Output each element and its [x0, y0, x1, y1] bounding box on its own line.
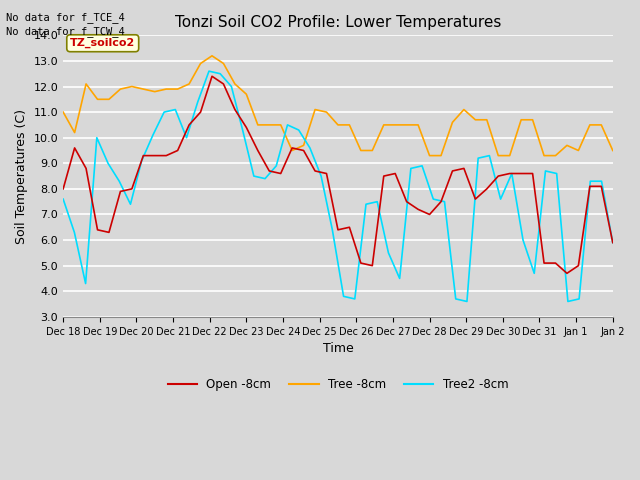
Text: No data for f_TCW_4: No data for f_TCW_4 — [6, 26, 125, 37]
X-axis label: Time: Time — [323, 342, 353, 355]
Text: TZ_soilco2: TZ_soilco2 — [70, 38, 136, 48]
Y-axis label: Soil Temperatures (C): Soil Temperatures (C) — [15, 108, 28, 243]
Text: No data for f_TCE_4: No data for f_TCE_4 — [6, 12, 125, 23]
Legend: Open -8cm, Tree -8cm, Tree2 -8cm: Open -8cm, Tree -8cm, Tree2 -8cm — [163, 373, 513, 396]
Title: Tonzi Soil CO2 Profile: Lower Temperatures: Tonzi Soil CO2 Profile: Lower Temperatur… — [175, 15, 501, 30]
